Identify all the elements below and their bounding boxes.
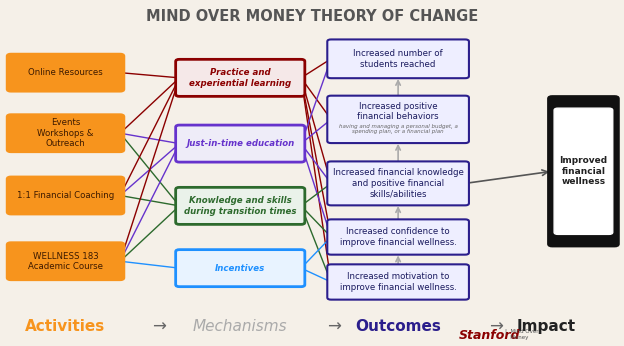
FancyBboxPatch shape [7, 54, 124, 91]
FancyBboxPatch shape [7, 243, 124, 280]
FancyBboxPatch shape [327, 264, 469, 300]
Text: Practice and
experiential learning: Practice and experiential learning [189, 68, 291, 88]
FancyBboxPatch shape [176, 250, 305, 286]
Text: MIND OVER MONEY THEORY OF CHANGE: MIND OVER MONEY THEORY OF CHANGE [146, 9, 478, 24]
Text: Online Resources: Online Resources [28, 68, 103, 77]
FancyBboxPatch shape [554, 108, 613, 234]
Text: Increased number of
students reached: Increased number of students reached [353, 49, 443, 69]
Text: WELLNESS 183
Academic Course: WELLNESS 183 Academic Course [28, 252, 103, 271]
Text: 1:1 Financial Coaching: 1:1 Financial Coaching [17, 191, 114, 200]
Text: Knowledge and skills
during transition times: Knowledge and skills during transition t… [184, 196, 296, 216]
Text: having and managing a personal budget, a
spending plan, or a financial plan: having and managing a personal budget, a… [339, 124, 457, 135]
FancyBboxPatch shape [176, 60, 305, 96]
FancyBboxPatch shape [327, 219, 469, 255]
Text: →: → [327, 318, 341, 336]
Text: →: → [152, 318, 166, 336]
Text: Activities: Activities [26, 319, 105, 335]
FancyBboxPatch shape [176, 125, 305, 162]
FancyBboxPatch shape [176, 188, 305, 224]
Text: Stanford: Stanford [459, 329, 520, 342]
FancyBboxPatch shape [7, 115, 124, 152]
FancyBboxPatch shape [327, 95, 469, 143]
Text: |  Mind Over
   Money: | Mind Over Money [505, 328, 539, 340]
FancyBboxPatch shape [548, 97, 618, 246]
FancyBboxPatch shape [327, 39, 469, 78]
Text: Increased motivation to
improve financial wellness.: Increased motivation to improve financia… [339, 272, 457, 292]
Text: Increased positive
financial behaviors: Increased positive financial behaviors [358, 102, 439, 121]
Text: Mechanisms: Mechanisms [193, 319, 288, 335]
Text: Events
Workshops &
Outreach: Events Workshops & Outreach [37, 118, 94, 148]
Text: Impact: Impact [517, 319, 575, 335]
FancyBboxPatch shape [7, 177, 124, 214]
Text: Increased confidence to
improve financial wellness.: Increased confidence to improve financia… [339, 227, 457, 247]
Text: Improved
financial
wellness: Improved financial wellness [559, 156, 608, 186]
FancyBboxPatch shape [327, 162, 469, 206]
Text: Just-in-time education: Just-in-time education [186, 139, 295, 148]
Text: →: → [489, 318, 503, 336]
Text: Increased financial knowledge
and positive financial
skills/abilities: Increased financial knowledge and positi… [333, 169, 464, 198]
Text: Incentives: Incentives [215, 264, 265, 273]
Text: Outcomes: Outcomes [355, 319, 441, 335]
